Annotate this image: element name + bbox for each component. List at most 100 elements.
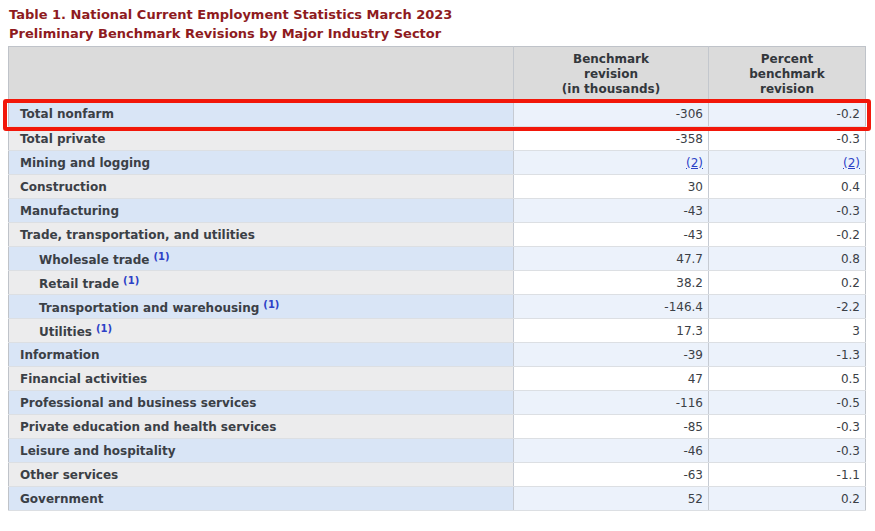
row-label: Utilities	[39, 325, 92, 339]
table-row: Leisure and hospitality -46 -0.3	[9, 439, 866, 463]
benchmark-revision-cell: -306	[514, 103, 709, 127]
row-label: Wholesale trade	[39, 253, 149, 267]
footnote-2-link[interactable]: (2)	[686, 156, 703, 170]
row-label: Other services	[20, 468, 118, 482]
row-label: Mining and logging	[20, 156, 150, 170]
row-label-cell: Professional and business services	[9, 391, 514, 415]
row-label-cell: Other services	[9, 463, 514, 487]
row-label: Trade, transportation, and utilities	[20, 228, 255, 242]
table-row: Mining and logging (2) (2)	[9, 151, 866, 175]
row-label-cell: Utilities (1)	[9, 319, 514, 343]
table-row: Retail trade (1) 38.2 0.2	[9, 271, 866, 295]
benchmark-revision-cell: -358	[514, 127, 709, 151]
percent-revision-cell: -0.2	[709, 223, 866, 247]
header-line: revision	[514, 67, 708, 82]
percent-revision-cell: 0.2	[709, 271, 866, 295]
header-line: revision	[709, 82, 865, 97]
percent-revision-cell: 0.5	[709, 367, 866, 391]
table-row: Utilities(1) 17.3 3	[9, 319, 866, 343]
benchmark-revision-cell: -43	[514, 199, 709, 223]
percent-revision-cell: -0.3	[709, 415, 866, 439]
table-row: Construction 30 0.4	[9, 175, 866, 199]
benchmark-revision-cell: 30	[514, 175, 709, 199]
header-line: Percent	[709, 52, 865, 67]
row-label: Government	[20, 492, 103, 506]
table-row: Trade, transportation, and utilities -43…	[9, 223, 866, 247]
percent-revision-cell: -1.1	[709, 463, 866, 487]
benchmark-revision-cell: -63	[514, 463, 709, 487]
percent-revision-cell: -0.2	[709, 103, 866, 127]
header-line: (in thousands)	[514, 82, 708, 97]
benchmark-revision-cell: 38.2	[514, 271, 709, 295]
row-label: Information	[20, 348, 100, 362]
page-title-line1: Table 1. National Current Employment Sta…	[9, 5, 452, 24]
table-row: Professional and business services -116 …	[9, 391, 866, 415]
page: Table 1. National Current Employment Sta…	[0, 0, 875, 531]
row-label-cell: Private education and health services	[9, 415, 514, 439]
row-label: Leisure and hospitality	[20, 444, 175, 458]
benchmark-revision-cell: -85	[514, 415, 709, 439]
row-label-cell: Retail trade (1)	[9, 271, 514, 295]
table-row: Financial activities 47 0.5	[9, 367, 866, 391]
row-label-cell: Total private	[9, 127, 514, 151]
page-title-line2: Preliminary Benchmark Revisions by Major…	[9, 24, 452, 43]
footnote-1-link[interactable]: (1)	[123, 275, 139, 286]
table-title: Table 1. National Current Employment Sta…	[9, 5, 452, 43]
row-label: Construction	[20, 180, 107, 194]
benchmark-revisions-table: Benchmark revision (in thousands) Percen…	[8, 46, 866, 511]
percent-revision-cell: -0.3	[709, 199, 866, 223]
table-row: Wholesale trade (1) 47.7 0.8	[9, 247, 866, 271]
table-row: Transportation and warehousing (1) -146.4…	[9, 295, 866, 319]
row-label: Professional and business services	[20, 396, 256, 410]
row-label: Private education and health services	[20, 420, 276, 434]
benchmark-revision-cell: -116	[514, 391, 709, 415]
row-label: Retail trade	[39, 277, 119, 291]
table-body: Total nonfarm -306 -0.2 Total private -3…	[9, 103, 866, 511]
row-label-cell: Manufacturing	[9, 199, 514, 223]
row-label-cell: Transportation and warehousing (1)	[9, 295, 514, 319]
row-label-cell: Leisure and hospitality	[9, 439, 514, 463]
footnote-2-link[interactable]: (2)	[843, 156, 860, 170]
row-label-cell: Mining and logging	[9, 151, 514, 175]
percent-revision-cell: 0.8	[709, 247, 866, 271]
column-header-industry	[9, 47, 514, 103]
column-header-benchmark-revision: Benchmark revision (in thousands)	[514, 47, 709, 103]
footnote-1-link[interactable]: (1)	[96, 323, 112, 334]
table-row: Manufacturing -43 -0.3	[9, 199, 866, 223]
percent-revision-cell: -0.3	[709, 439, 866, 463]
row-label-cell: Total nonfarm	[9, 103, 514, 127]
header-row: Benchmark revision (in thousands) Percen…	[9, 47, 866, 103]
table-row: Total private -358 -0.3	[9, 127, 866, 151]
header-line: Benchmark	[514, 52, 708, 67]
row-label: Financial activities	[20, 372, 147, 386]
benchmark-revision-cell: 52	[514, 487, 709, 511]
footnote-1-link[interactable]: (1)	[263, 299, 279, 310]
footnote-1-link[interactable]: (1)	[153, 251, 169, 262]
row-label-cell: Trade, transportation, and utilities	[9, 223, 514, 247]
benchmark-revision-cell: -43	[514, 223, 709, 247]
benchmark-revision-cell: 47	[514, 367, 709, 391]
benchmark-revision-cell: 17.3	[514, 319, 709, 343]
row-label-cell: Financial activities	[9, 367, 514, 391]
benchmark-revision-cell: -39	[514, 343, 709, 367]
row-label-cell: Information	[9, 343, 514, 367]
table-row: Total nonfarm -306 -0.2	[9, 103, 866, 127]
table-row: Government 52 0.2	[9, 487, 866, 511]
table-row: Private education and health services -8…	[9, 415, 866, 439]
percent-revision-cell: -1.3	[709, 343, 866, 367]
header-line: benchmark	[709, 67, 865, 82]
benchmark-revision-cell: -146.4	[514, 295, 709, 319]
percent-revision-cell: 0.4	[709, 175, 866, 199]
row-label: Transportation and warehousing	[39, 301, 259, 315]
percent-revision-cell: 0.2	[709, 487, 866, 511]
row-label: Manufacturing	[20, 204, 119, 218]
row-label-cell: Government	[9, 487, 514, 511]
row-label-cell: Wholesale trade (1)	[9, 247, 514, 271]
table-row: Information -39 -1.3	[9, 343, 866, 367]
percent-revision-cell: -0.3	[709, 127, 866, 151]
percent-revision-cell: -0.5	[709, 391, 866, 415]
benchmark-revision-cell: 47.7	[514, 247, 709, 271]
column-header-percent-benchmark-revision: Percent benchmark revision	[709, 47, 866, 103]
row-label: Total private	[20, 132, 105, 146]
percent-revision-cell: -2.2	[709, 295, 866, 319]
